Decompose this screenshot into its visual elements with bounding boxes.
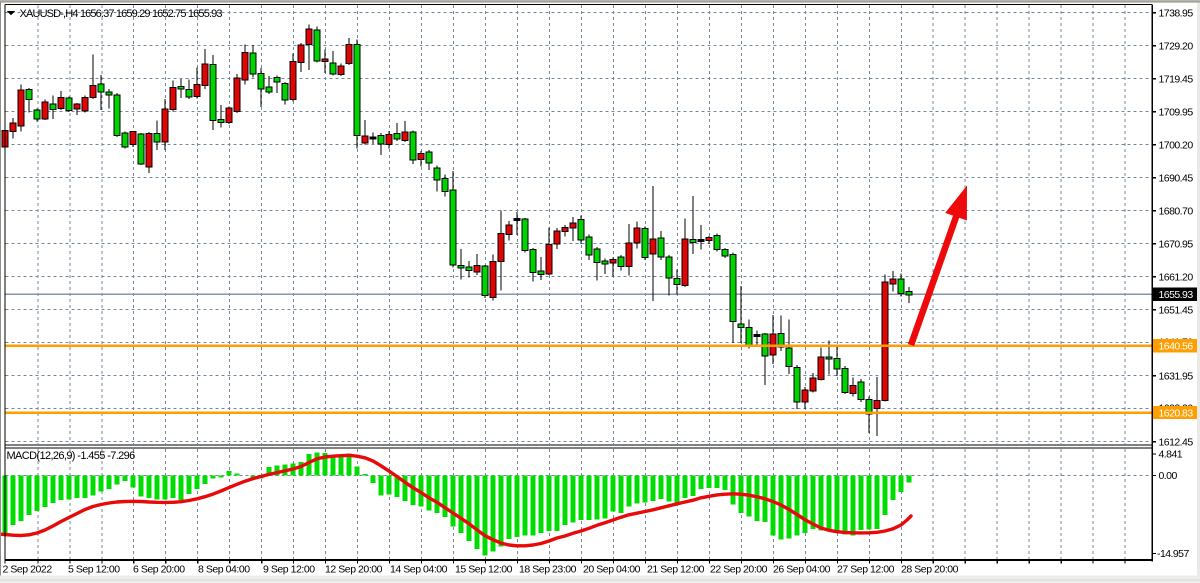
- svg-text:1729.20: 1729.20: [1159, 40, 1194, 52]
- svg-text:MACD(12,26,9) -1.455 -7.296: MACD(12,26,9) -1.455 -7.296: [7, 450, 136, 462]
- svg-text:28 Sep 20:00: 28 Sep 20:00: [901, 564, 959, 576]
- svg-text:1631.95: 1631.95: [1159, 370, 1194, 382]
- svg-text:5 Sep 12:00: 5 Sep 12:00: [68, 564, 120, 576]
- svg-text:22 Sep 20:00: 22 Sep 20:00: [710, 564, 768, 576]
- svg-text:1680.70: 1680.70: [1159, 205, 1194, 217]
- svg-text:1670.95: 1670.95: [1159, 238, 1194, 250]
- svg-text:0.00: 0.00: [1159, 470, 1178, 482]
- svg-text:6 Sep 20:00: 6 Sep 20:00: [133, 564, 185, 576]
- svg-text:18 Sep 23:00: 18 Sep 23:00: [519, 564, 577, 576]
- svg-text:1719.45: 1719.45: [1159, 73, 1194, 85]
- svg-text:2 Sep 2022: 2 Sep 2022: [3, 564, 53, 576]
- svg-text:14 Sep 04:00: 14 Sep 04:00: [390, 564, 448, 576]
- svg-text:1620.83: 1620.83: [1159, 407, 1194, 419]
- svg-text:21 Sep 12:00: 21 Sep 12:00: [647, 564, 705, 576]
- svg-text:1690.45: 1690.45: [1159, 172, 1194, 184]
- svg-text:-14.957: -14.957: [1157, 548, 1189, 560]
- svg-text:15 Sep 12:00: 15 Sep 12:00: [455, 564, 513, 576]
- svg-text:1612.45: 1612.45: [1159, 436, 1194, 448]
- svg-text:XAUUSD-,H4 1656.37 1659.29 165: XAUUSD-,H4 1656.37 1659.29 1652.75 1655.…: [20, 8, 223, 20]
- svg-text:1655.93: 1655.93: [1159, 289, 1194, 301]
- svg-text:20 Sep 04:00: 20 Sep 04:00: [583, 564, 641, 576]
- svg-text:1640.56: 1640.56: [1159, 341, 1194, 353]
- svg-text:1709.95: 1709.95: [1159, 106, 1194, 118]
- svg-text:4.841: 4.841: [1159, 449, 1183, 461]
- svg-text:1700.20: 1700.20: [1159, 139, 1194, 151]
- svg-text:9 Sep 12:00: 9 Sep 12:00: [263, 564, 315, 576]
- svg-text:1738.95: 1738.95: [1159, 7, 1194, 19]
- svg-text:12 Sep 20:00: 12 Sep 20:00: [325, 564, 383, 576]
- svg-text:1661.20: 1661.20: [1159, 271, 1194, 283]
- svg-text:8 Sep 04:00: 8 Sep 04:00: [198, 564, 250, 576]
- svg-text:26 Sep 04:00: 26 Sep 04:00: [773, 564, 831, 576]
- svg-text:1651.45: 1651.45: [1159, 304, 1194, 316]
- svg-text:27 Sep 12:00: 27 Sep 12:00: [837, 564, 895, 576]
